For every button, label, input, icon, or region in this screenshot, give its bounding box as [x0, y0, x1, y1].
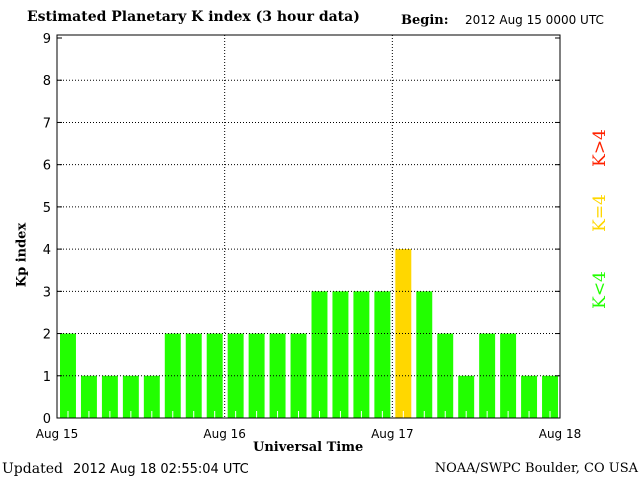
x-tick-label: Aug 16 — [203, 427, 246, 441]
bar — [437, 333, 454, 418]
begin-value: 2012 Aug 15 0000 UTC — [465, 13, 604, 27]
y-tick-label: 0 — [43, 412, 51, 427]
y-tick-label: 4 — [43, 243, 51, 258]
y-tick-label: 7 — [43, 116, 51, 131]
bar — [458, 375, 475, 418]
updated-value: 2012 Aug 18 02:55:04 UTC — [73, 462, 249, 477]
legend-k-below-4: K<4 — [590, 271, 610, 309]
x-axis-label: Universal Time — [253, 440, 364, 455]
bar — [185, 333, 202, 418]
y-tick-label: 8 — [43, 74, 51, 89]
updated-label: Updated — [2, 461, 63, 477]
bar — [227, 333, 244, 418]
bar — [269, 333, 286, 418]
bar — [332, 291, 349, 418]
y-tick-label: 2 — [43, 328, 51, 343]
x-tick-label: Aug 18 — [539, 427, 582, 441]
plot-frame — [56, 34, 561, 419]
y-tick-label: 9 — [43, 32, 51, 47]
bar — [206, 333, 223, 418]
bar — [164, 333, 181, 418]
bar — [290, 333, 307, 418]
bar — [143, 375, 160, 418]
y-tick-label: 5 — [43, 201, 51, 216]
begin-label: Begin: — [401, 13, 449, 28]
bar — [521, 375, 538, 418]
y-tick-label: 1 — [43, 370, 51, 385]
x-tick-label: Aug 17 — [371, 427, 414, 441]
bar — [374, 291, 391, 418]
bar — [101, 375, 118, 418]
bar — [416, 291, 433, 418]
y-tick-label: 3 — [43, 285, 51, 300]
bar — [311, 291, 328, 418]
bar — [248, 333, 265, 418]
legend-k-equal-4: K=4 — [590, 194, 610, 232]
bar — [80, 375, 97, 418]
y-axis-label: Kp index — [14, 222, 30, 288]
bar — [500, 333, 517, 418]
bar — [479, 333, 496, 418]
legend-k-above-4: K>4 — [590, 129, 610, 167]
source-credit: NOAA/SWPC Boulder, CO USA — [434, 461, 638, 476]
bar — [60, 333, 76, 418]
bar — [542, 375, 558, 418]
x-tick-label: Aug 15 — [36, 427, 79, 441]
y-tick-label: 6 — [43, 159, 51, 174]
bar — [353, 291, 370, 418]
bar — [122, 375, 139, 418]
chart-title: Estimated Planetary K index (3 hour data… — [27, 9, 360, 25]
